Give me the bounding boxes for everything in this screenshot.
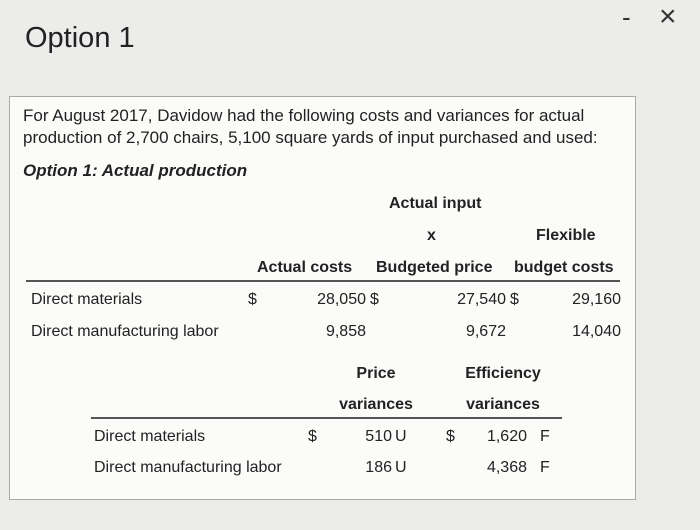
header-price: Price (356, 365, 396, 382)
variance-flag: U (395, 428, 407, 445)
table-row-label: Direct manufacturing labor (94, 459, 282, 476)
efficiency-variance-cell: 4,368 (486, 459, 527, 476)
currency-symbol: $ (370, 291, 379, 308)
table-row-label: Direct manufacturing labor (31, 323, 219, 340)
header-actual-input: Actual input (389, 195, 482, 212)
currency-symbol: $ (308, 428, 317, 445)
price-variance-cell: 186 (365, 459, 392, 476)
header-efficiency-variances: variances (466, 396, 540, 413)
intro-text: For August 2017, Davidow had the followi… (23, 106, 598, 147)
variance-flag: F (540, 459, 550, 476)
efficiency-variance-cell: 1,620 (486, 428, 527, 445)
actual-costs-cell: 9,858 (325, 323, 366, 340)
minimize-icon[interactable]: - (622, 2, 631, 32)
variance-flag: U (395, 459, 407, 476)
currency-symbol: $ (510, 291, 519, 308)
variance-flag: F (540, 428, 550, 445)
header-x: x (427, 227, 436, 244)
header-actual-costs: Actual costs (257, 259, 353, 276)
currency-symbol: $ (248, 291, 257, 308)
header-budget-costs: budget costs (514, 259, 614, 276)
flexible-budget-cell: 14,040 (572, 323, 621, 340)
actual-input-cell: 9,672 (465, 323, 506, 340)
currency-symbol: $ (446, 428, 455, 445)
header-efficiency: Efficiency (465, 365, 541, 382)
table1-header-rule (26, 280, 620, 282)
content-panel: For August 2017, Davidow had the followi… (9, 96, 636, 500)
header-flexible: Flexible (536, 227, 596, 244)
table2-header-rule (91, 417, 562, 419)
header-budgeted-price: Budgeted price (376, 259, 493, 276)
flexible-budget-cell: 29,160 (572, 291, 621, 308)
actual-costs-cell: 28,050 (317, 291, 366, 308)
section-subtitle: Option 1: Actual production (23, 161, 248, 180)
window-title: Option 1 (25, 22, 135, 54)
table-row-label: Direct materials (31, 291, 143, 308)
actual-input-cell: 27,540 (457, 291, 506, 308)
close-icon[interactable]: × (659, 0, 677, 33)
table-row-label: Direct materials (94, 428, 206, 445)
price-variance-cell: 510 (365, 428, 392, 445)
header-price-variances: variances (339, 396, 413, 413)
